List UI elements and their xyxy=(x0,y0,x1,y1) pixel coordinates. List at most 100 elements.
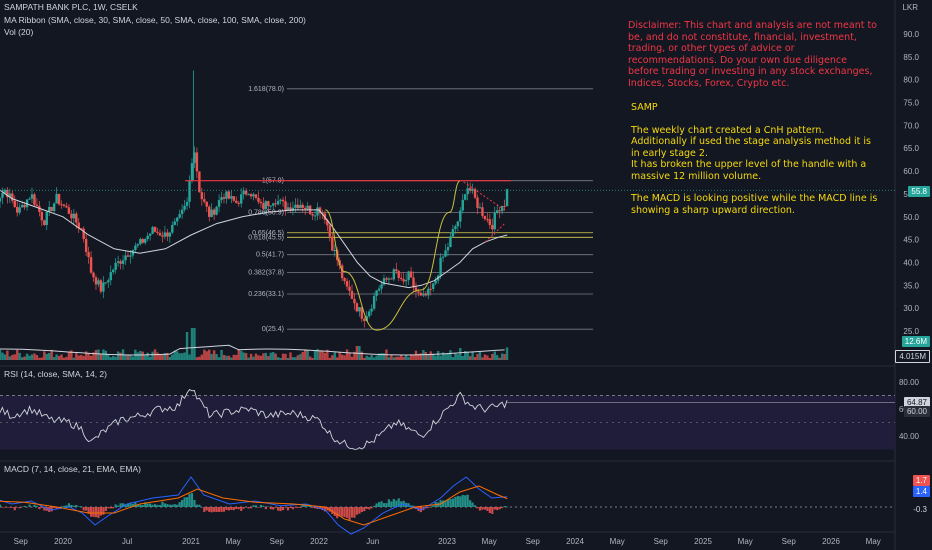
volume-bar xyxy=(365,355,368,360)
time-tick-label: May xyxy=(482,537,497,546)
macd-histogram-bar xyxy=(23,505,26,507)
signal-badge: 1.4 xyxy=(912,486,930,497)
price-tick-label: 80.0 xyxy=(903,76,919,85)
volume-bar xyxy=(432,353,435,360)
candle-body xyxy=(368,311,371,317)
macd-histogram-bar xyxy=(72,505,75,507)
price-tick-label: 45.0 xyxy=(903,236,919,245)
macd-histogram-bar xyxy=(449,499,452,507)
candle-body xyxy=(247,194,250,196)
candle-body xyxy=(126,255,130,257)
volume-bar xyxy=(264,352,268,360)
volume-bar xyxy=(13,354,16,360)
macd-histogram-bar xyxy=(173,504,176,507)
price-tick-label: 90.0 xyxy=(903,30,919,39)
macd-histogram-bar xyxy=(99,507,103,516)
macd-histogram-bar xyxy=(188,493,191,507)
macd-histogram-bar xyxy=(338,507,341,516)
candle-body xyxy=(166,232,169,237)
macd-histogram-bar xyxy=(13,507,16,511)
candle-body xyxy=(40,211,44,221)
macd-histogram-bar xyxy=(245,506,248,508)
volume-bar xyxy=(397,356,400,360)
candle-body xyxy=(414,287,418,292)
volume-bar xyxy=(262,353,265,360)
macd-histogram-bar xyxy=(190,493,194,507)
volume-bar xyxy=(136,352,140,360)
candle-body xyxy=(471,188,474,191)
candle-body xyxy=(249,194,253,197)
volume-bar xyxy=(18,352,21,360)
volume-bar xyxy=(323,352,327,360)
volume-bar xyxy=(257,355,260,360)
volume-bar xyxy=(92,352,95,360)
candle-body xyxy=(131,249,135,256)
macd-histogram-bar xyxy=(139,504,142,507)
candle-body xyxy=(144,239,147,243)
macd-histogram-bar xyxy=(11,507,14,508)
candle-body xyxy=(441,256,445,258)
candle-body xyxy=(299,204,302,209)
volume-bar xyxy=(87,353,90,360)
volume-bar xyxy=(276,357,280,360)
rsi-band xyxy=(0,395,895,450)
macd-histogram-bar xyxy=(483,507,487,510)
disclaimer-note[interactable]: Disclaimer: This chart and analysis are … xyxy=(628,20,877,89)
rsi-legend[interactable]: RSI (14, close, SMA, 14, 2) xyxy=(4,369,107,379)
macd-histogram-bar xyxy=(18,507,21,509)
volume-bar xyxy=(183,352,186,360)
macd-legend[interactable]: MACD (7, 14, close, 21, EMA, EMA) xyxy=(4,464,141,474)
candle-body xyxy=(57,193,61,205)
candle-body xyxy=(230,196,233,199)
volume-bar xyxy=(240,350,243,360)
candle-body xyxy=(370,308,373,312)
candle-body xyxy=(97,280,100,285)
time-tick-label: May xyxy=(866,537,881,546)
candle-body xyxy=(92,272,95,278)
fib-level-label: 1.618(78.0) xyxy=(248,86,284,93)
volume-bar xyxy=(274,353,277,360)
pattern-drawings[interactable] xyxy=(0,180,895,331)
candle-body xyxy=(148,233,152,236)
macd-histogram-bar xyxy=(208,507,211,512)
candle-body xyxy=(274,203,277,205)
volume-bar xyxy=(444,354,447,360)
volume-bar xyxy=(215,354,218,360)
candle-body xyxy=(33,194,36,205)
volume-bar xyxy=(291,357,295,360)
analysis-note[interactable]: SAMP The weekly chart created a CnH patt… xyxy=(631,102,879,227)
symbol-legend[interactable]: SAMPATH BANK PLC, 1W, CSELK xyxy=(4,2,138,12)
volume-bar xyxy=(62,357,66,360)
volume-bar xyxy=(493,351,496,360)
macd-histogram-bar xyxy=(252,505,255,507)
candle-body xyxy=(146,235,149,240)
macd-histogram-bar xyxy=(3,507,7,508)
volume-bar xyxy=(3,354,7,360)
macd-histogram-bar xyxy=(409,505,413,507)
candle-body xyxy=(80,228,83,230)
candle-body xyxy=(355,303,359,312)
ma-ribbon-legend[interactable]: MA Ribbon (SMA, close, 30, SMA, close, 5… xyxy=(4,15,306,25)
macd-histogram-bar xyxy=(343,507,346,518)
volume-bar xyxy=(380,353,383,360)
candle-body xyxy=(392,269,396,280)
candle-body xyxy=(434,280,437,284)
volume-bar xyxy=(65,356,68,360)
candle-body xyxy=(20,204,24,208)
volume-legend[interactable]: Vol (20) xyxy=(4,27,34,37)
candle-body xyxy=(3,189,7,194)
candle-body xyxy=(281,199,285,202)
macd-histogram-bar xyxy=(149,503,152,507)
volume-bar xyxy=(8,356,12,360)
candle-body xyxy=(102,282,105,292)
candle-body xyxy=(30,194,34,199)
time-tick-label: 2022 xyxy=(310,537,328,546)
candle-body xyxy=(326,219,329,226)
candle-body xyxy=(276,200,280,205)
macd-histogram-bar xyxy=(112,507,115,509)
candle-body xyxy=(252,194,255,197)
price-tick-label: 65.0 xyxy=(903,144,919,153)
volume-bar xyxy=(473,357,477,360)
candle-body xyxy=(350,290,354,299)
